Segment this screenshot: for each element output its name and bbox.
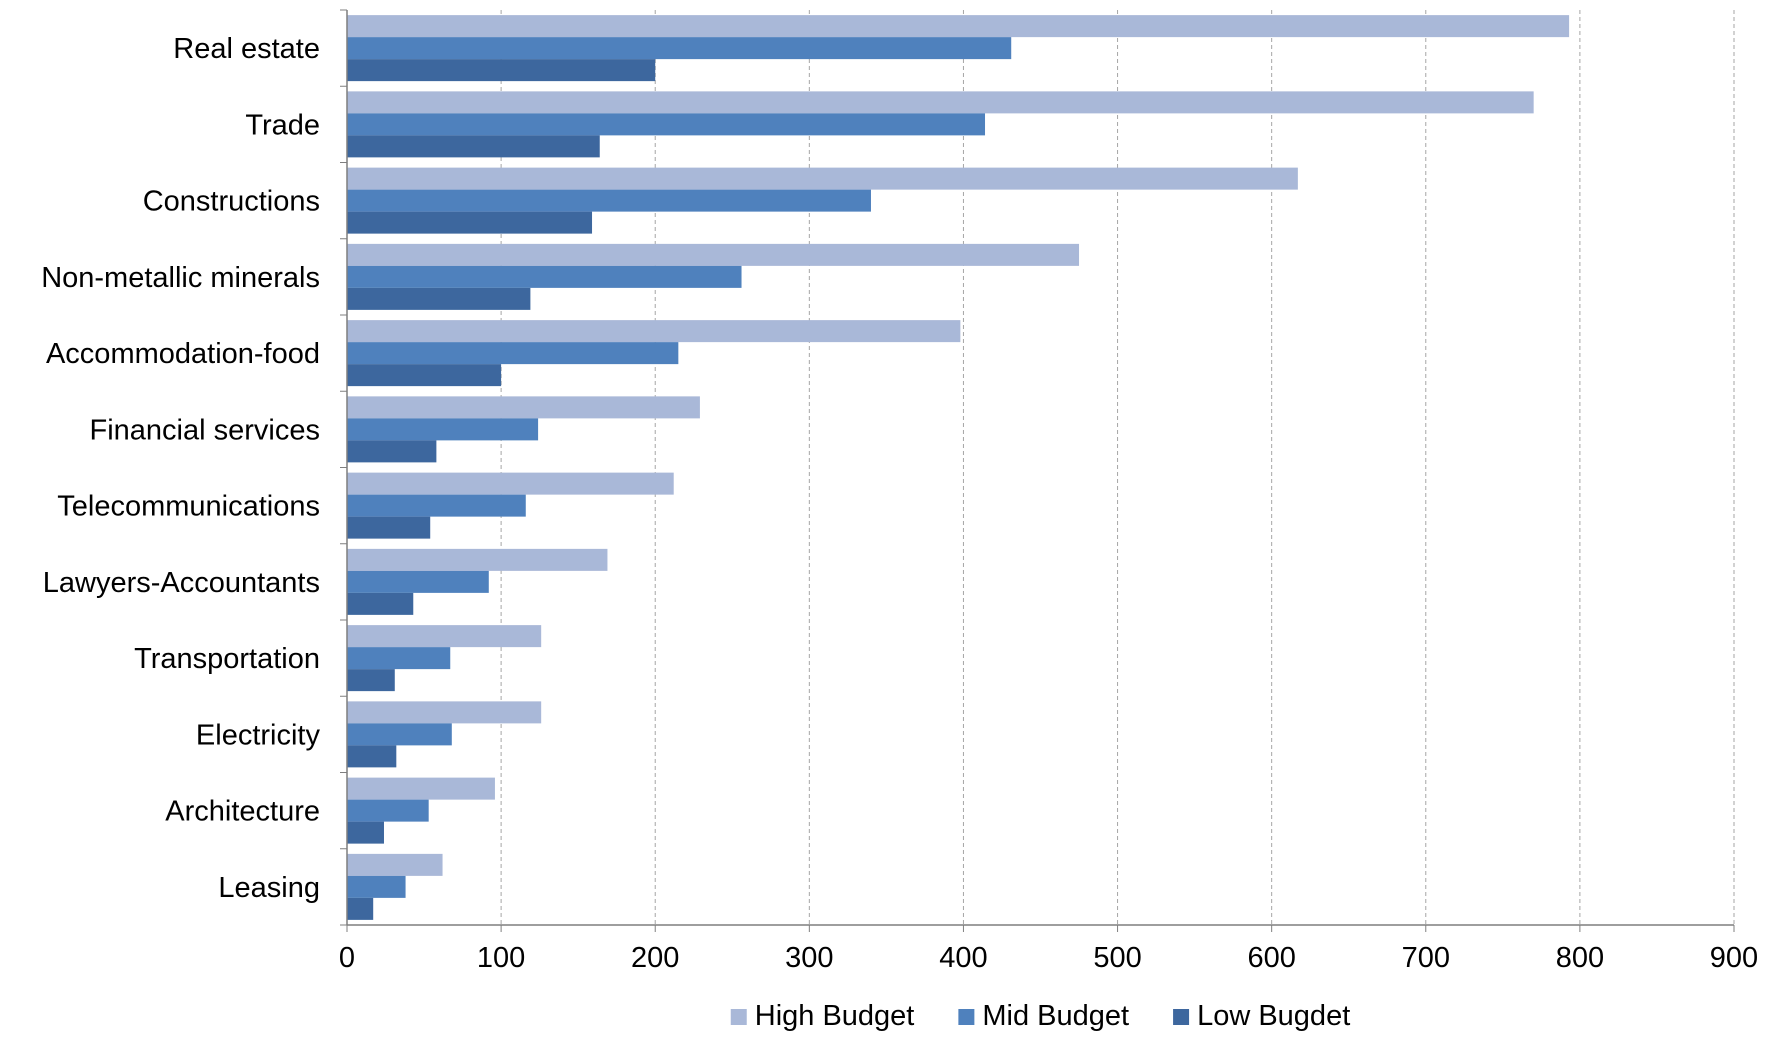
x-tick-label: 100: [477, 942, 525, 974]
bar-low-bugdet-financial-services: [347, 440, 437, 463]
x-tick-label: 500: [1093, 942, 1141, 974]
bar-high-budget-lawyers-accountants: [347, 548, 608, 571]
bar-high-budget-leasing: [347, 853, 443, 876]
bar-mid-budget-transportation: [347, 647, 451, 670]
bar-mid-budget-financial-services: [347, 418, 539, 441]
legend-label: High Budget: [755, 1000, 915, 1032]
bar-mid-budget-non-metallic-minerals: [347, 265, 742, 288]
category-label: Constructions: [143, 186, 320, 218]
bar-high-budget-accommodation-food: [347, 320, 961, 343]
legend-swatch-mid-budget: [958, 1009, 975, 1025]
bar-mid-budget-constructions: [347, 189, 871, 212]
bar-low-bugdet-transportation: [347, 669, 395, 692]
bar-mid-budget-electricity: [347, 723, 452, 746]
x-tick-label: 0: [339, 942, 355, 974]
category-label: Architecture: [165, 796, 320, 828]
x-tick-label: 200: [631, 942, 679, 974]
legend: High Budget Mid Budget Low Bugdet: [730, 1000, 1350, 1032]
category-label: Real estate: [173, 33, 320, 65]
legend-swatch-high-budget: [730, 1009, 747, 1025]
grid-lines: [500, 10, 1735, 925]
bar-low-bugdet-electricity: [347, 745, 397, 768]
x-tick-label: 400: [939, 942, 987, 974]
bar-mid-budget-architecture: [347, 799, 429, 822]
bar-mid-budget-leasing: [347, 875, 406, 898]
category-label: Trade: [245, 109, 320, 141]
bar-low-bugdet-non-metallic-minerals: [347, 287, 531, 310]
axes: [340, 9, 1735, 932]
bar-mid-budget-real-estate: [347, 37, 1012, 60]
category-label: Accommodation-food: [46, 338, 320, 370]
bars: [347, 15, 1570, 920]
legend-label: Mid Budget: [982, 1000, 1129, 1032]
category-label: Transportation: [134, 643, 320, 675]
bar-mid-budget-lawyers-accountants: [347, 570, 489, 593]
bar-high-budget-constructions: [347, 167, 1298, 190]
bar-low-bugdet-lawyers-accountants: [347, 592, 414, 615]
bar-low-bugdet-architecture: [347, 821, 384, 844]
bar-high-budget-telecommunications: [347, 472, 674, 495]
bar-high-budget-electricity: [347, 701, 542, 724]
labels: 0 100 200 300 400 500 600 700 800 900 Real estate T…: [41, 33, 1758, 974]
category-label: Non-metallic minerals: [41, 262, 320, 294]
category-label: Lawyers-Accountants: [43, 567, 320, 599]
bar-high-budget-transportation: [347, 625, 542, 648]
x-tick-label: 700: [1402, 942, 1450, 974]
bar-mid-budget-trade: [347, 113, 986, 136]
bar-low-bugdet-real-estate: [347, 59, 656, 82]
category-label: Leasing: [218, 872, 320, 904]
bar-low-bugdet-constructions: [347, 211, 593, 234]
bar-low-bugdet-trade: [347, 135, 600, 158]
bar-mid-budget-accommodation-food: [347, 342, 679, 365]
x-tick-label: 800: [1556, 942, 1604, 974]
x-tick-label: 600: [1247, 942, 1295, 974]
category-label: Financial services: [90, 414, 320, 446]
legend-label: Low Bugdet: [1197, 1000, 1350, 1032]
bar-high-budget-trade: [347, 91, 1534, 114]
bar-low-bugdet-telecommunications: [347, 516, 431, 539]
bar-high-budget-non-metallic-minerals: [347, 243, 1080, 266]
legend-swatch-low-bugdet: [1173, 1009, 1190, 1025]
bar-low-bugdet-leasing: [347, 897, 374, 920]
category-label: Electricity: [196, 719, 321, 751]
bar-high-budget-real-estate: [347, 15, 1570, 38]
bar-high-budget-financial-services: [347, 396, 700, 419]
bar-low-bugdet-accommodation-food: [347, 364, 502, 387]
bar-mid-budget-telecommunications: [347, 494, 526, 517]
x-tick-label: 300: [785, 942, 833, 974]
bar-high-budget-architecture: [347, 777, 495, 800]
x-tick-label: 900: [1710, 942, 1758, 974]
category-label: Telecommunications: [57, 491, 320, 523]
